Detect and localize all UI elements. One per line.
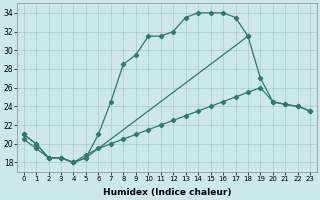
X-axis label: Humidex (Indice chaleur): Humidex (Indice chaleur) xyxy=(103,188,231,197)
